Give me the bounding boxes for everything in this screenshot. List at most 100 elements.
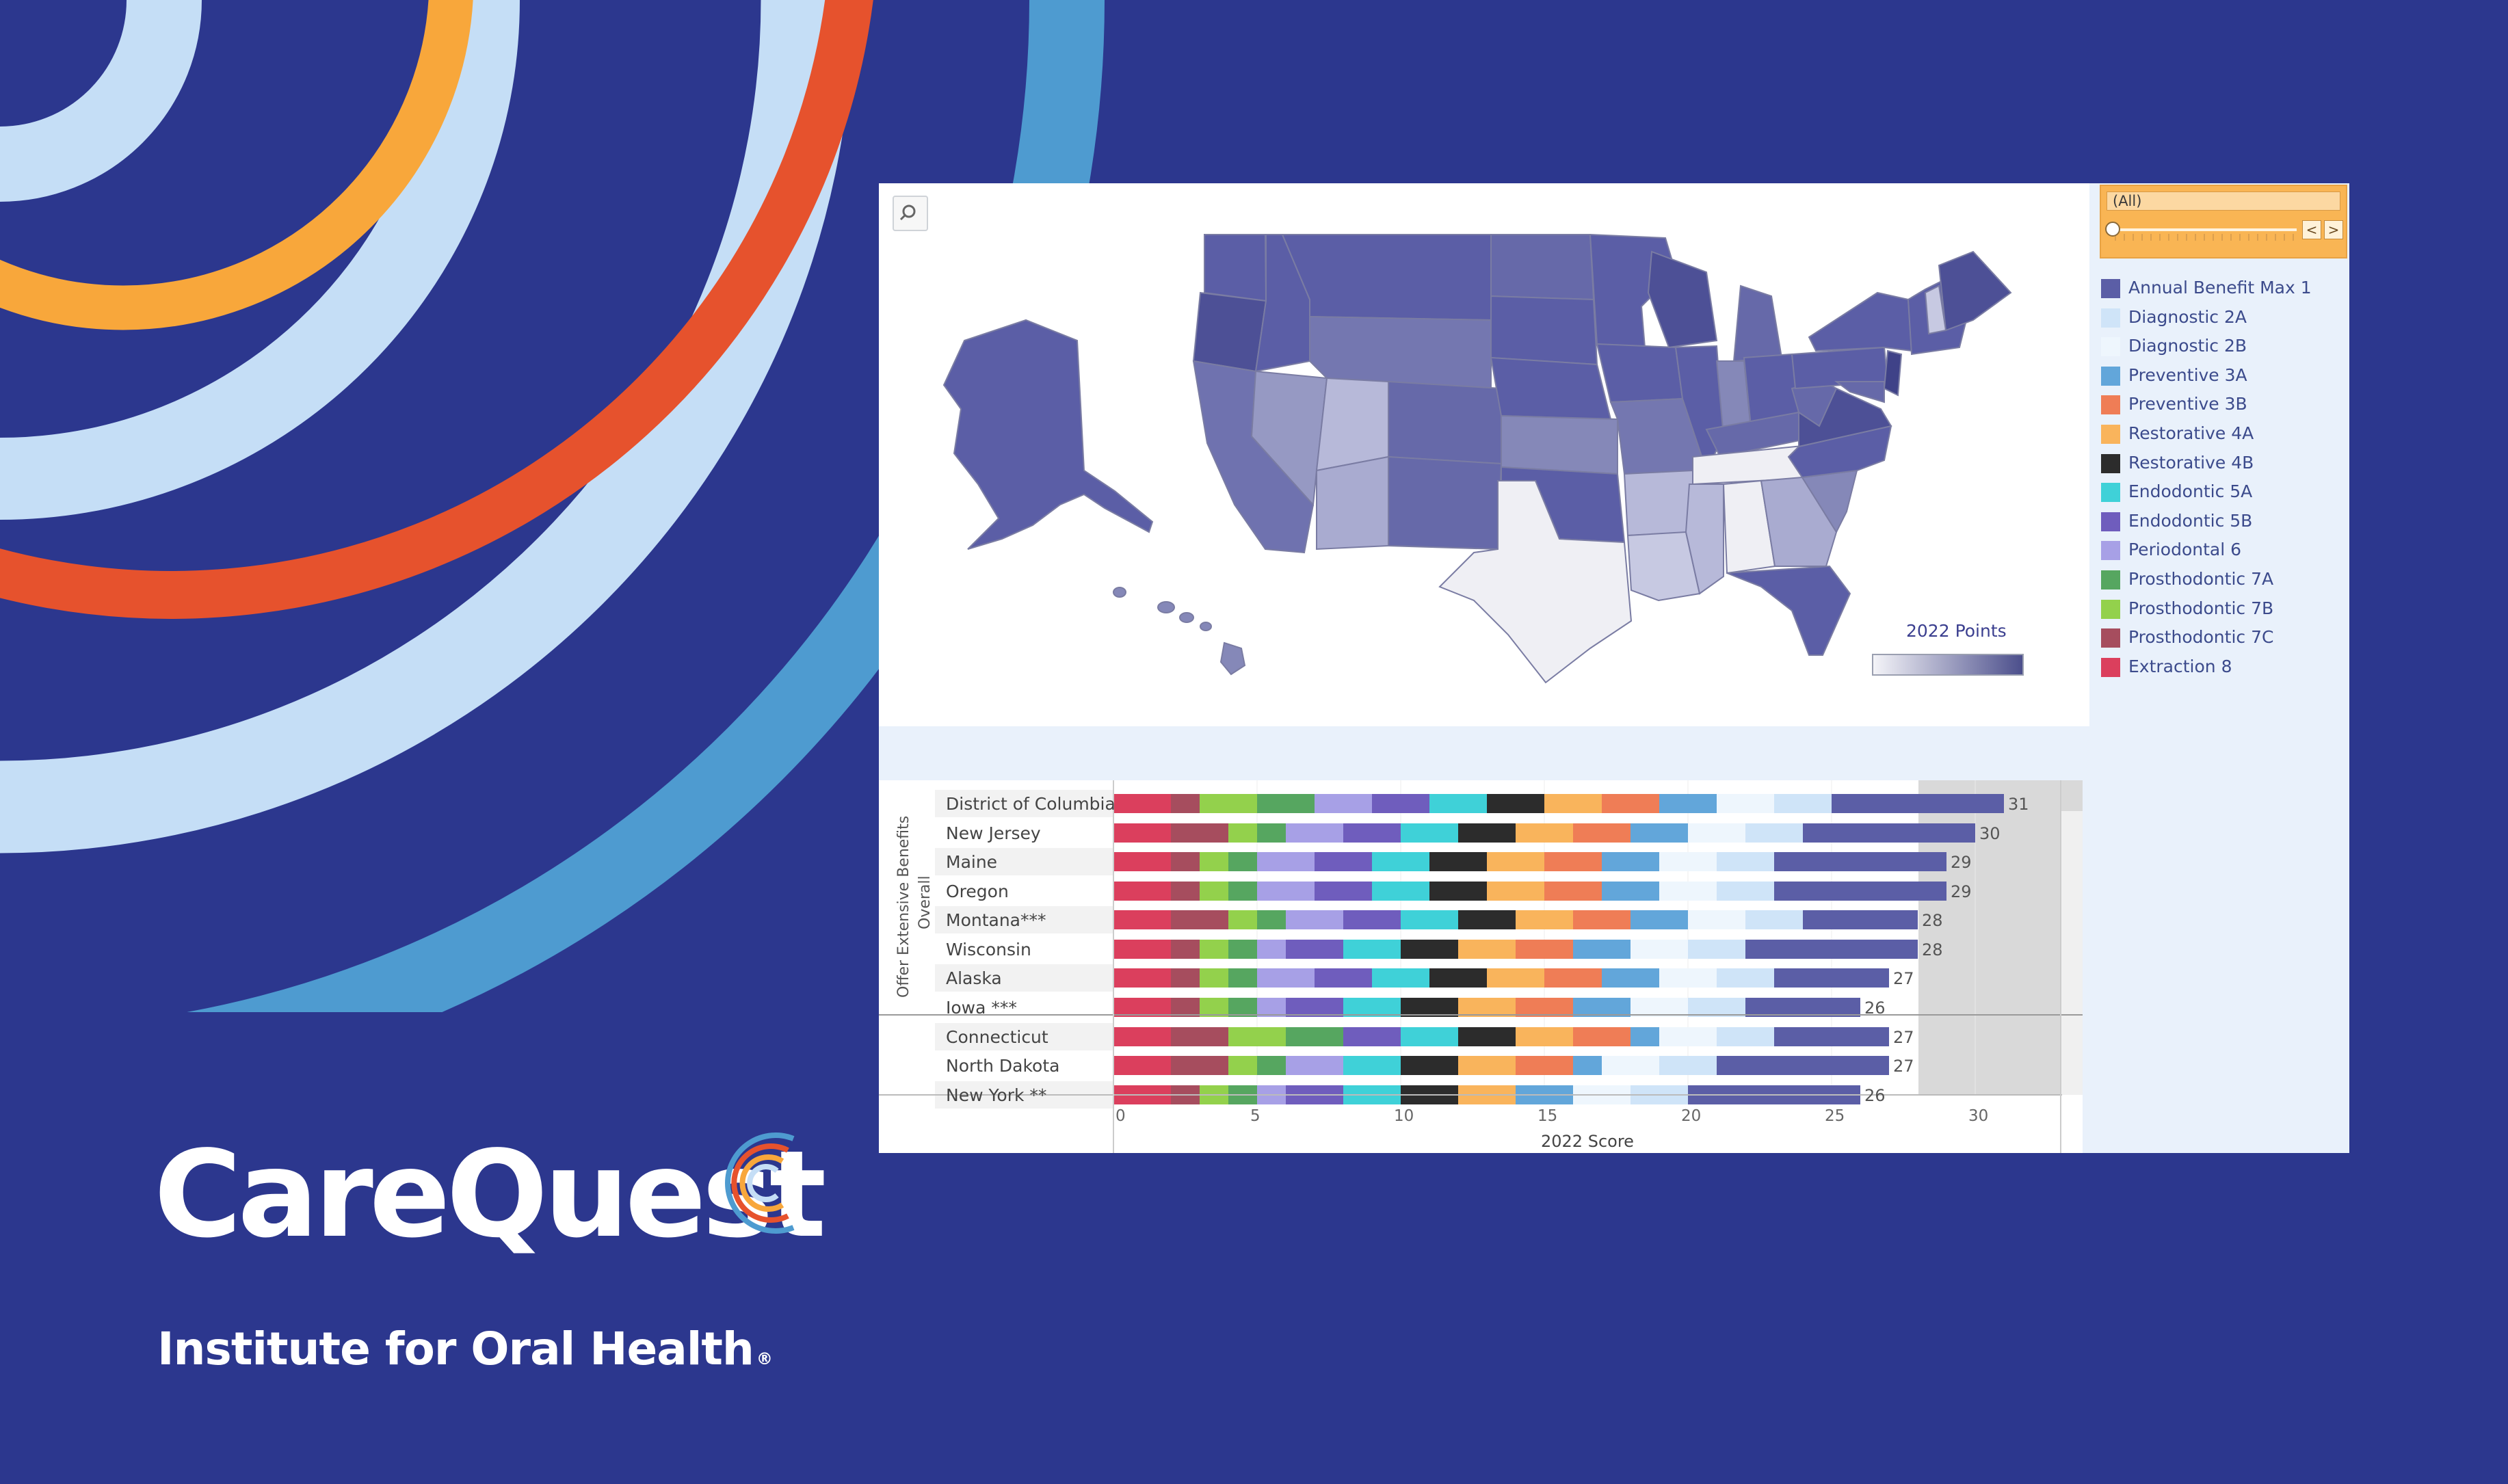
row-label[interactable]: Alaska bbox=[946, 968, 1002, 988]
bar-segment bbox=[1401, 1056, 1458, 1075]
bar-segment bbox=[1659, 882, 1717, 901]
bar-segment bbox=[1200, 968, 1228, 988]
bar-segment bbox=[1487, 968, 1544, 988]
bar-segment bbox=[1774, 882, 1946, 901]
row-label[interactable]: New York ** bbox=[946, 1085, 1047, 1105]
bar-segment bbox=[1200, 998, 1228, 1017]
state-maryland[interactable] bbox=[1834, 381, 1885, 403]
legend-label: Periodontal 6 bbox=[2128, 540, 2242, 560]
state-arizona[interactable] bbox=[1316, 455, 1389, 551]
bar-segment bbox=[1228, 852, 1257, 871]
state-washington[interactable] bbox=[1204, 234, 1267, 302]
bar-segment bbox=[1171, 968, 1200, 988]
bar-segment bbox=[1286, 1056, 1343, 1075]
arc-orange bbox=[0, 0, 473, 330]
state-kansas[interactable] bbox=[1501, 414, 1618, 475]
state-iowa[interactable] bbox=[1596, 343, 1684, 403]
state-new-york[interactable] bbox=[1808, 291, 1913, 352]
legend-swatch bbox=[2101, 279, 2120, 298]
state-mississippi[interactable] bbox=[1685, 483, 1724, 595]
bar-segment bbox=[1516, 823, 1573, 843]
state-michigan[interactable] bbox=[1732, 284, 1783, 362]
legend-label: Diagnostic 2A bbox=[2128, 306, 2247, 327]
bar-segment bbox=[1343, 1056, 1401, 1075]
state-montana[interactable] bbox=[1281, 234, 1492, 321]
bar-segment bbox=[1573, 823, 1631, 843]
bar-total-label: 27 bbox=[1893, 1028, 1914, 1047]
bar-total-label: 27 bbox=[1893, 969, 1914, 988]
bar-segment bbox=[1113, 968, 1171, 988]
bar-segment bbox=[1286, 910, 1343, 929]
state-maine[interactable] bbox=[1938, 250, 2012, 332]
bar-segment bbox=[1257, 1056, 1286, 1075]
bar-segment bbox=[1113, 940, 1171, 959]
bar-segment bbox=[1200, 794, 1257, 813]
bar-segment bbox=[1688, 823, 1745, 843]
bar-segment bbox=[1573, 1056, 1602, 1075]
bar-segment bbox=[1257, 910, 1286, 929]
state-utah[interactable] bbox=[1315, 377, 1389, 472]
state-oregon[interactable] bbox=[1192, 291, 1267, 373]
state-alaska[interactable] bbox=[942, 319, 1154, 550]
row-label[interactable]: District of Columbia bbox=[946, 794, 1116, 814]
state-arkansas[interactable] bbox=[1623, 469, 1693, 537]
map-search-button[interactable] bbox=[893, 196, 928, 231]
bar-total-label: 26 bbox=[1864, 998, 1886, 1018]
bar-segment bbox=[1343, 910, 1401, 929]
bar-segments bbox=[1113, 794, 2004, 1104]
arc-red bbox=[0, 0, 873, 619]
state-hawaii[interactable] bbox=[1113, 587, 1246, 676]
bar-segment bbox=[1113, 852, 1171, 871]
state-new-jersey[interactable] bbox=[1883, 349, 1903, 397]
state-colorado[interactable] bbox=[1388, 380, 1502, 465]
bar-segment bbox=[1315, 852, 1372, 871]
state-wisconsin[interactable] bbox=[1647, 250, 1718, 349]
bar-segment bbox=[1717, 852, 1774, 871]
bar-segment bbox=[1659, 1056, 1717, 1075]
filter-next-button[interactable]: > bbox=[2324, 220, 2343, 239]
legend-label: Restorative 4A bbox=[2128, 423, 2254, 443]
bar-segment bbox=[1803, 910, 1918, 929]
state-georgia[interactable] bbox=[1760, 476, 1838, 567]
bar-segment bbox=[1343, 823, 1401, 843]
bar-total-label: 28 bbox=[1922, 911, 1943, 930]
filter-slider-track[interactable] bbox=[2115, 228, 2297, 231]
legend-swatch bbox=[2101, 628, 2120, 648]
row-label[interactable]: Iowa *** bbox=[946, 998, 1017, 1018]
state-nebraska[interactable] bbox=[1490, 356, 1612, 421]
bar-segment bbox=[1401, 998, 1458, 1017]
search-icon bbox=[899, 204, 916, 221]
bar-segment bbox=[1343, 940, 1401, 959]
bar-segment bbox=[1602, 968, 1659, 988]
filter-value[interactable]: (All) bbox=[2107, 191, 2340, 211]
x-tick-label: 30 bbox=[1968, 1107, 1989, 1125]
bar-segment bbox=[1429, 794, 1487, 813]
bar-segment bbox=[1372, 794, 1429, 813]
bar-segment bbox=[1602, 1056, 1659, 1075]
state-louisiana[interactable] bbox=[1626, 531, 1701, 602]
filter-slider-knob[interactable] bbox=[2105, 222, 2120, 237]
state-new-mexico[interactable] bbox=[1388, 455, 1503, 551]
state-north-dakota[interactable] bbox=[1490, 234, 1595, 301]
row-label[interactable]: Montana*** bbox=[946, 910, 1046, 930]
row-label[interactable]: Connecticut bbox=[946, 1027, 1048, 1047]
row-label[interactable]: Oregon bbox=[946, 882, 1009, 901]
bar-segment bbox=[1257, 852, 1315, 871]
bar-segment bbox=[1343, 1027, 1401, 1046]
state-nevada[interactable] bbox=[1250, 370, 1328, 507]
bar-segment bbox=[1113, 1056, 1171, 1075]
bar-segment bbox=[1228, 998, 1257, 1017]
state-florida[interactable] bbox=[1726, 565, 1851, 656]
bar-segment bbox=[1286, 998, 1343, 1017]
year-filter[interactable]: (All) < > bbox=[2100, 185, 2347, 259]
row-label[interactable]: New Jersey bbox=[946, 823, 1041, 843]
filter-prev-button[interactable]: < bbox=[2302, 220, 2321, 239]
state-south-dakota[interactable] bbox=[1490, 295, 1598, 366]
row-label[interactable]: Maine bbox=[946, 852, 998, 872]
bar-segment bbox=[1573, 910, 1631, 929]
logo-c-mark-icon bbox=[725, 1132, 795, 1234]
row-label[interactable]: North Dakota bbox=[946, 1056, 1060, 1076]
state-texas[interactable] bbox=[1438, 480, 1633, 684]
row-label[interactable]: Wisconsin bbox=[946, 940, 1031, 959]
x-axis-title: 2022 Score bbox=[1541, 1132, 1634, 1151]
